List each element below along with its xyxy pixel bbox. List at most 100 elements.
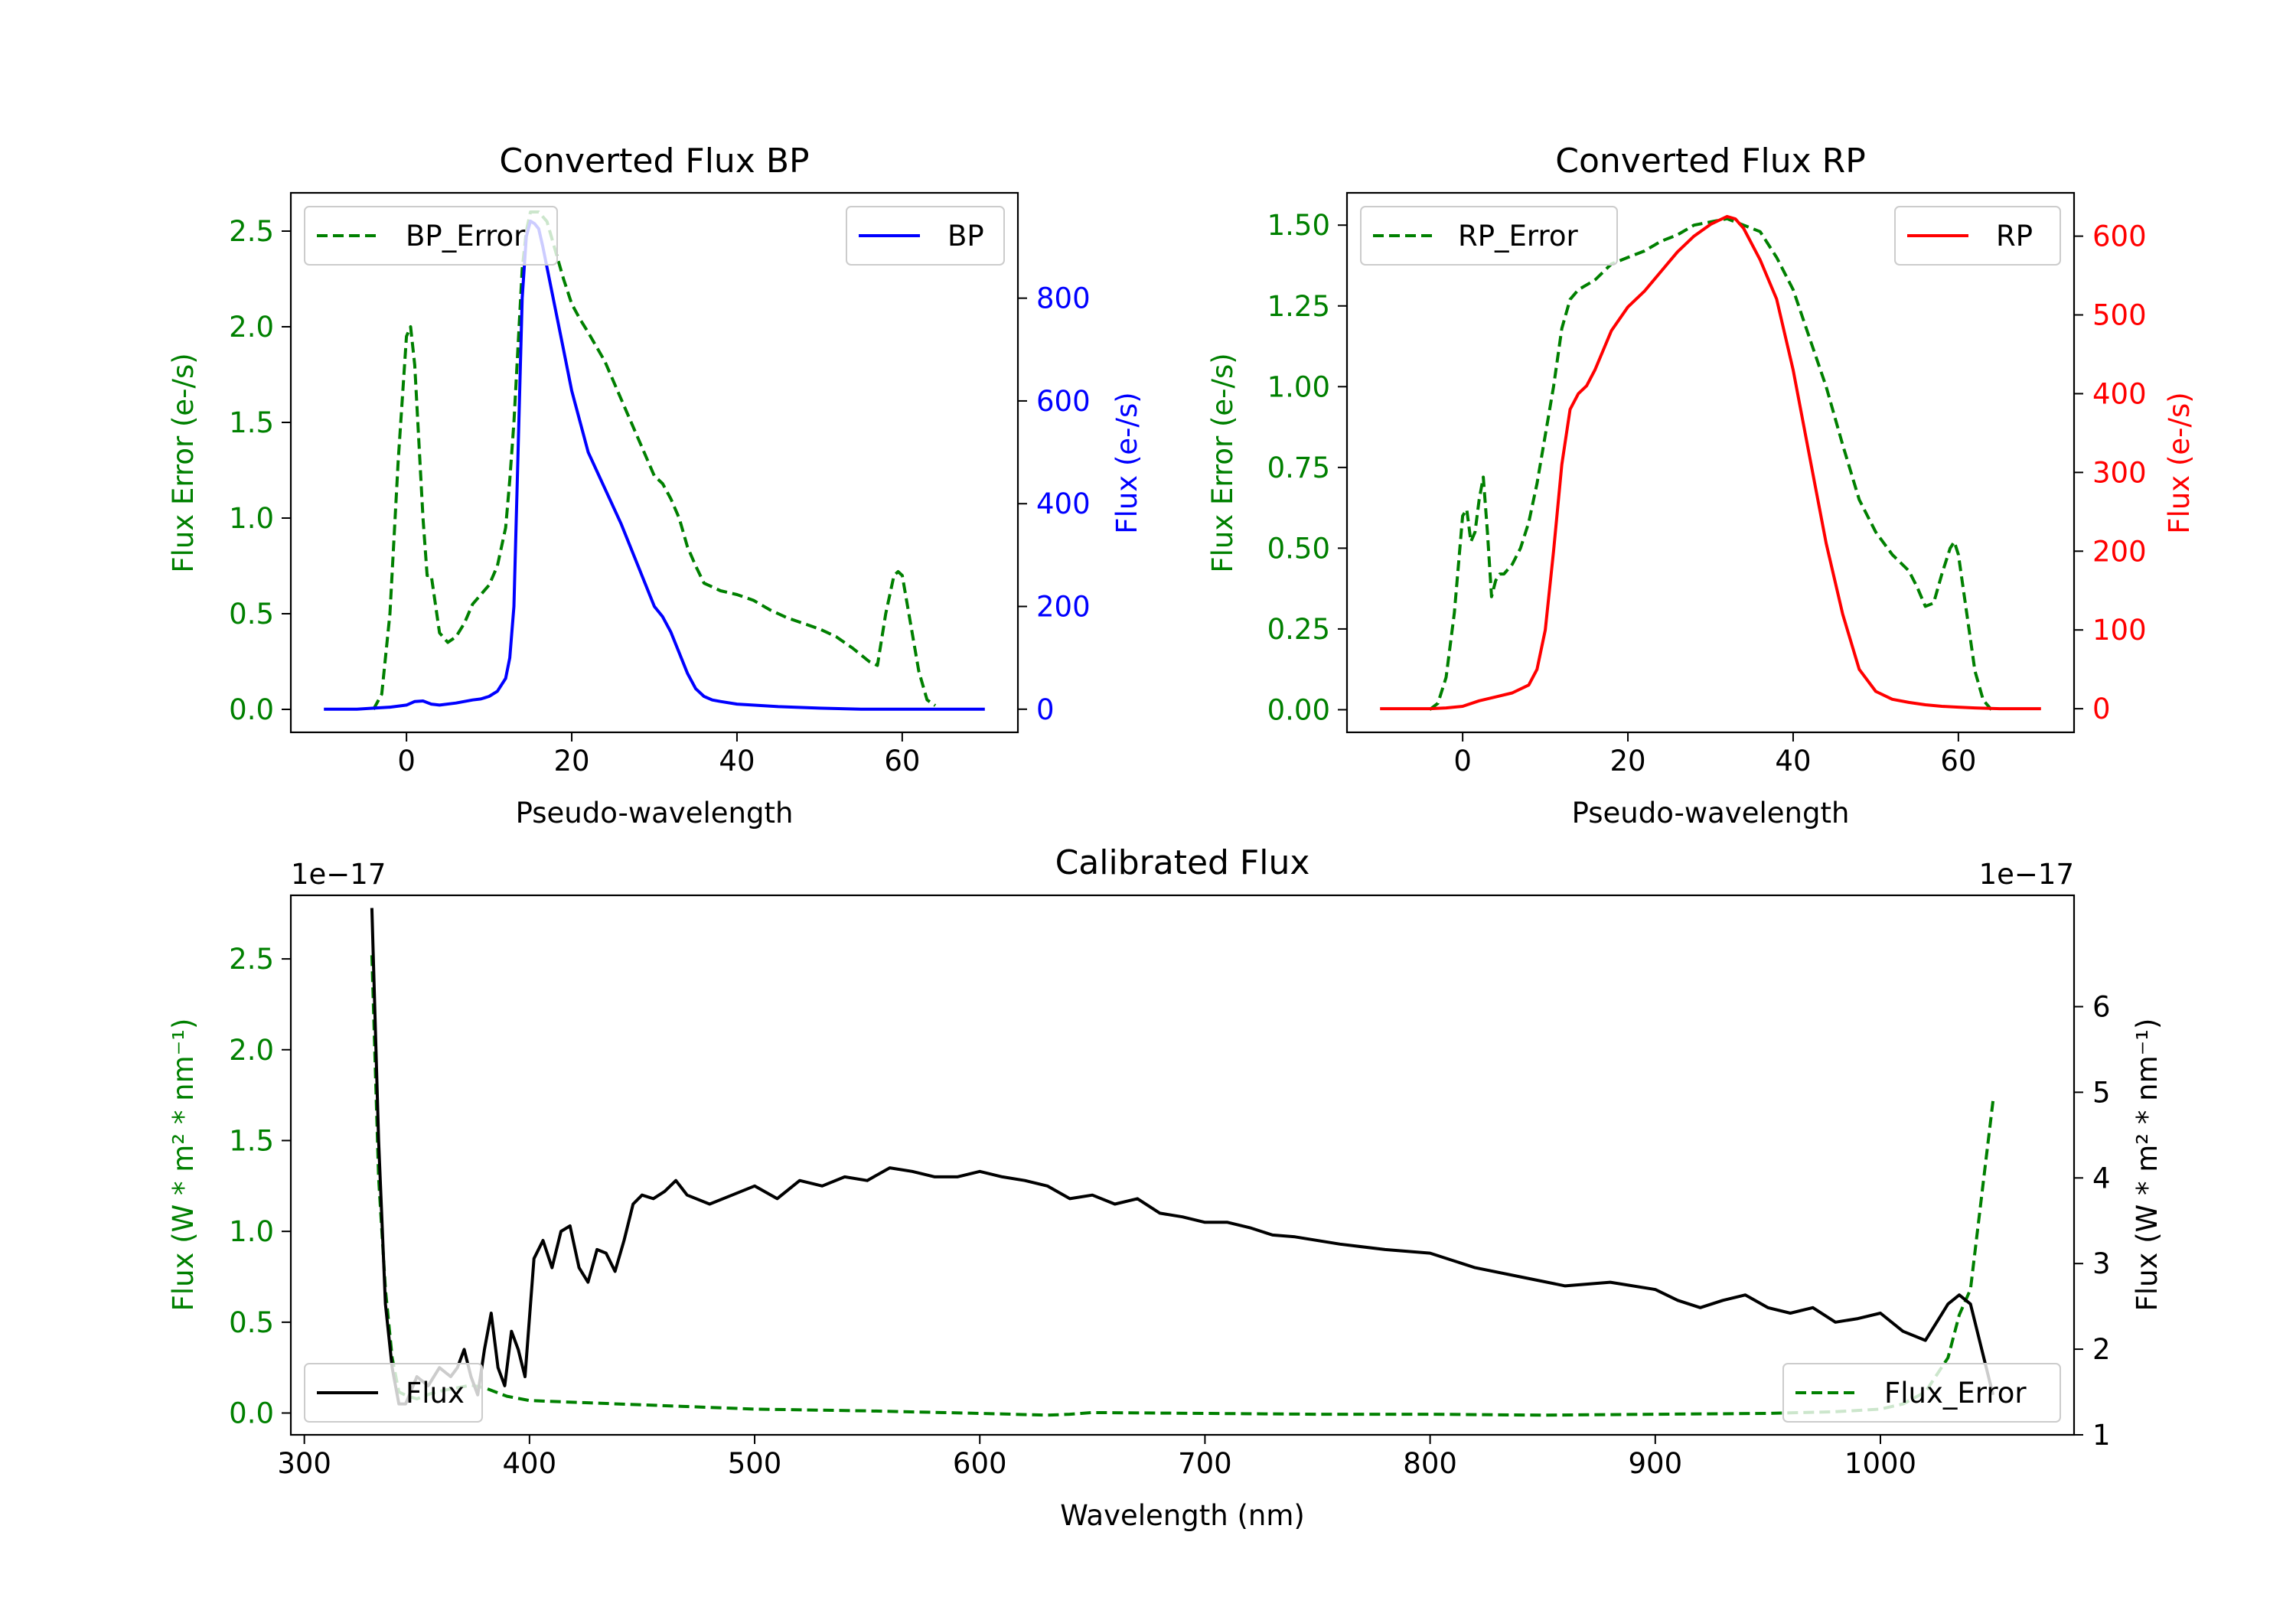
y-right-tick-label: 0 xyxy=(1036,693,1055,726)
y-right-tick-label: 500 xyxy=(2092,299,2147,332)
cal-offset-right: 1e−17 xyxy=(1979,858,2074,891)
y-right-tick-label: 200 xyxy=(1036,591,1091,624)
cal-legend-flux-label: Flux xyxy=(406,1377,465,1410)
y-left-tick-label: 0.0 xyxy=(229,693,274,726)
cal-flux-series xyxy=(370,908,1995,1406)
bp-series xyxy=(324,219,985,711)
y-left-tick-label: 1.50 xyxy=(1267,209,1330,242)
bp-legend-right: BP xyxy=(846,206,1005,266)
y-left-tick-label: 1.5 xyxy=(229,1124,274,1157)
y-left-tick-label: 0.50 xyxy=(1267,532,1330,565)
y-left-tick-label: 1.0 xyxy=(229,502,274,535)
y-right-tick-label: 6 xyxy=(2092,990,2111,1023)
cal-title: Calibrated Flux xyxy=(1055,843,1310,882)
rp-rp-error-line xyxy=(1428,217,1993,711)
rp-legend-right: RP xyxy=(1894,206,2061,266)
panel-calibrated: 300 400 500 600 700 800 900 1000 0.0 0.5 1.0 1.5 2.… xyxy=(167,843,2164,1532)
x-tick-label: 60 xyxy=(884,745,920,777)
x-tick-label: 0 xyxy=(397,745,416,777)
y-right-tick-label: 600 xyxy=(1036,385,1091,418)
x-tick-label: 400 xyxy=(503,1447,557,1480)
bp-error-series xyxy=(372,210,937,710)
rp-y-ticks-right: 0 100 200 300 400 500 600 xyxy=(2074,220,2147,725)
panel-rp: 0 20 40 60 0.00 0.25 0.50 0.75 1.00 1.25 1.50 0 10… xyxy=(1206,142,2196,830)
rp-xlabel: Pseudo-wavelength xyxy=(1572,797,1850,830)
rp-ylabel-left: Flux Error (e-/s) xyxy=(1206,353,1239,572)
x-tick-label: 900 xyxy=(1628,1447,1682,1480)
x-tick-label: 1000 xyxy=(1844,1447,1916,1480)
rp-y-ticks-left: 0.00 0.25 0.50 0.75 1.00 1.25 1.50 xyxy=(1267,209,1347,726)
cal-y-ticks-right: 1 2 3 4 5 6 xyxy=(2074,990,2111,1452)
rp-x-ticks: 0 20 40 60 xyxy=(1453,732,1976,777)
cal-error-series xyxy=(370,955,1995,1417)
calibrated-flux-line xyxy=(370,908,1995,1406)
y-left-tick-label: 1.0 xyxy=(229,1215,274,1248)
x-tick-label: 500 xyxy=(728,1447,782,1480)
y-right-tick-label: 4 xyxy=(2092,1162,2111,1195)
x-tick-label: 40 xyxy=(719,745,755,777)
x-tick-label: 700 xyxy=(1178,1447,1232,1480)
rp-ylabel-right: Flux (e-/s) xyxy=(2163,392,2196,533)
bp-legend-error-label: BP_Error xyxy=(406,220,526,253)
cal-ylabel-left: Flux (W * m² * nm⁻¹) xyxy=(167,1019,200,1312)
x-tick-label: 20 xyxy=(553,745,589,777)
rp-legend-left: RP_Error xyxy=(1360,206,1618,266)
bp-title: Converted Flux BP xyxy=(499,142,809,181)
bp-bp-line xyxy=(324,219,985,711)
bp-axes-frame xyxy=(289,191,1019,734)
rp-series xyxy=(1380,214,2041,711)
y-right-tick-label: 1 xyxy=(2092,1419,2111,1452)
rp-error-series xyxy=(1428,217,1993,711)
y-right-tick-label: 400 xyxy=(2092,377,2147,410)
y-left-tick-label: 1.00 xyxy=(1267,370,1330,403)
cal-legend-left: Flux xyxy=(304,1363,483,1423)
y-left-tick-label: 0.75 xyxy=(1267,451,1330,484)
y-left-tick-label: 0.00 xyxy=(1267,693,1330,726)
y-right-tick-label: 600 xyxy=(2092,220,2147,253)
bp-legend-left: BP_Error xyxy=(304,206,558,266)
cal-x-ticks: 300 400 500 600 700 800 900 1000 xyxy=(277,1435,1916,1480)
bp-y-ticks-right: 0 200 400 600 800 xyxy=(1018,282,1091,726)
cal-legend-right: Flux_Error xyxy=(1782,1363,2061,1423)
y-left-tick-label: 1.5 xyxy=(229,406,274,439)
y-right-tick-label: 0 xyxy=(2092,693,2111,725)
bp-xlabel: Pseudo-wavelength xyxy=(516,797,794,830)
cal-xlabel: Wavelength (nm) xyxy=(1060,1499,1305,1532)
y-left-tick-label: 0.25 xyxy=(1267,613,1330,646)
calibrated-flux-error-line xyxy=(370,955,1995,1417)
x-tick-label: 60 xyxy=(1940,745,1976,777)
rp-title: Converted Flux RP xyxy=(1555,142,1866,181)
x-tick-label: 0 xyxy=(1453,745,1472,777)
y-left-tick-label: 0.5 xyxy=(229,1306,274,1339)
y-right-tick-label: 2 xyxy=(2092,1333,2111,1366)
bp-ylabel-left: Flux Error (e-/s) xyxy=(167,353,200,572)
bp-legend-flux-label: BP xyxy=(947,220,984,253)
rp-legend-flux-label: RP xyxy=(1996,220,2033,253)
panel-bp: 0 20 40 60 0.0 0.5 1.0 1.5 2.0 2.5 0 200 400 600 800… xyxy=(167,142,1143,830)
y-left-tick-label: 2.0 xyxy=(229,311,274,344)
x-tick-label: 800 xyxy=(1403,1447,1457,1480)
x-tick-label: 40 xyxy=(1775,745,1811,777)
y-left-tick-label: 1.25 xyxy=(1267,290,1330,323)
y-right-tick-label: 300 xyxy=(2092,456,2147,489)
cal-ylabel-right: Flux (W * m² * nm⁻¹) xyxy=(2131,1019,2164,1312)
y-right-tick-label: 800 xyxy=(1036,282,1091,315)
rp-rp-line xyxy=(1380,214,2041,711)
cal-offset-left: 1e−17 xyxy=(291,858,386,891)
cal-y-ticks-left: 0.0 0.5 1.0 1.5 2.0 2.5 xyxy=(229,943,291,1430)
y-right-tick-label: 200 xyxy=(2092,535,2147,568)
y-right-tick-label: 100 xyxy=(2092,614,2147,647)
y-left-tick-label: 0.5 xyxy=(229,598,274,631)
y-right-tick-label: 5 xyxy=(2092,1076,2111,1109)
x-tick-label: 600 xyxy=(953,1447,1007,1480)
rp-axes-frame xyxy=(1345,191,2076,734)
y-left-tick-label: 2.0 xyxy=(229,1034,274,1067)
bp-y-ticks-left: 0.0 0.5 1.0 1.5 2.0 2.5 xyxy=(229,215,291,726)
y-left-tick-label: 2.5 xyxy=(229,215,274,248)
y-left-tick-label: 0.0 xyxy=(229,1397,274,1430)
cal-axes-frame xyxy=(289,894,2076,1436)
bp-x-ticks: 0 20 40 60 xyxy=(397,732,920,777)
x-tick-label: 300 xyxy=(277,1447,331,1480)
y-right-tick-label: 400 xyxy=(1036,487,1091,520)
